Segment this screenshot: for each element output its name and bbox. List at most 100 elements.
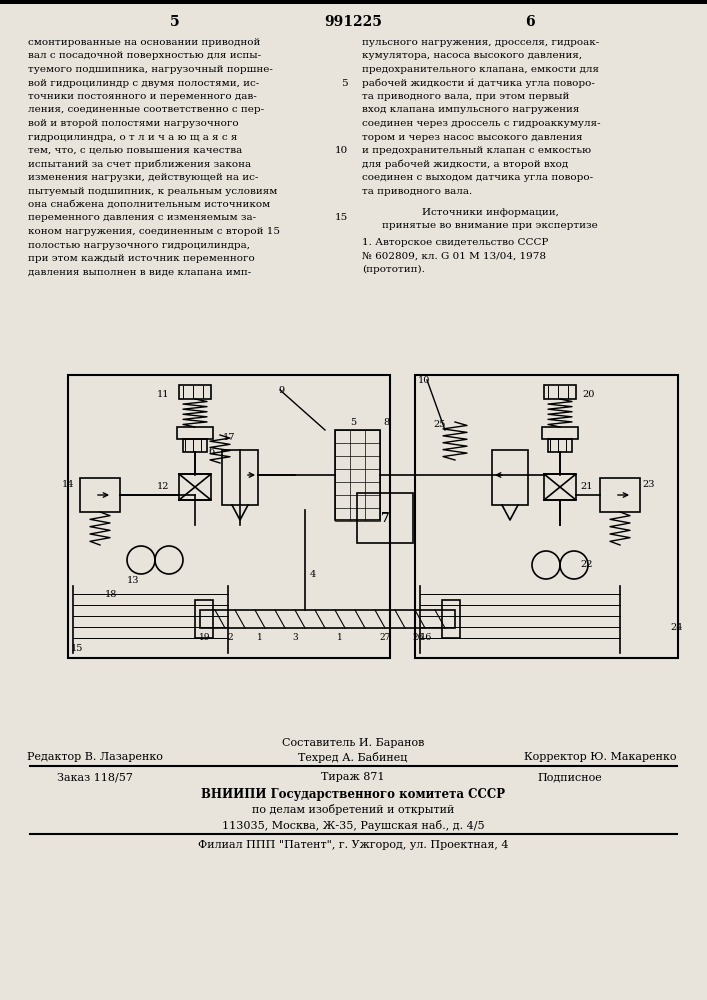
- Text: 18: 18: [105, 590, 117, 599]
- Bar: [544, 385, 576, 399]
- Bar: [600, 478, 640, 512]
- Text: ВНИИПИ Государственного комитета СССР: ВНИИПИ Государственного комитета СССР: [201, 788, 505, 801]
- Text: 3: 3: [292, 633, 298, 642]
- Text: 1: 1: [257, 633, 263, 642]
- Bar: [542, 427, 578, 439]
- Text: испытаний за счет приближения закона: испытаний за счет приближения закона: [28, 159, 251, 169]
- Text: 113035, Москва, Ж-35, Раушская наб., д. 4/5: 113035, Москва, Ж-35, Раушская наб., д. …: [222, 820, 484, 831]
- Text: туемого подшипника, нагрузочный поршне-: туемого подшипника, нагрузочный поршне-: [28, 65, 273, 74]
- Text: (прототип).: (прототип).: [362, 265, 425, 274]
- Text: 1: 1: [337, 633, 343, 642]
- Bar: [80, 478, 120, 512]
- Text: 7: 7: [380, 512, 390, 524]
- Text: 24: 24: [670, 623, 682, 632]
- Text: 26: 26: [412, 633, 423, 642]
- Bar: [544, 474, 576, 500]
- Text: переменного давления с изменяемым за-: переменного давления с изменяемым за-: [28, 214, 256, 223]
- Text: Подписное: Подписное: [537, 772, 602, 782]
- Text: та приводного вала.: та приводного вала.: [362, 186, 472, 196]
- Text: 4: 4: [310, 570, 316, 579]
- Text: Заказ 118/57: Заказ 118/57: [57, 772, 133, 782]
- Text: 11: 11: [157, 390, 170, 399]
- Text: 9: 9: [278, 386, 284, 395]
- Text: точники постоянного и переменного дав-: точники постоянного и переменного дав-: [28, 92, 257, 101]
- Text: № 602809, кл. G 01 M 13/04, 1978: № 602809, кл. G 01 M 13/04, 1978: [362, 251, 546, 260]
- Text: 2: 2: [227, 633, 233, 642]
- Bar: [68, 375, 390, 658]
- Bar: [442, 600, 460, 638]
- Text: 19: 19: [199, 633, 211, 642]
- Text: давления выполнен в виде клапана имп-: давления выполнен в виде клапана имп-: [28, 267, 251, 276]
- Bar: [415, 375, 678, 658]
- Text: для рабочей жидкости, а второй вход: для рабочей жидкости, а второй вход: [362, 159, 568, 169]
- Text: Редактор В. Лазаренко: Редактор В. Лазаренко: [27, 752, 163, 762]
- Text: Техред А. Бабинец: Техред А. Бабинец: [298, 752, 408, 763]
- Text: соединен через дроссель с гидроаккумуля-: соединен через дроссель с гидроаккумуля-: [362, 119, 601, 128]
- Text: 6: 6: [525, 15, 534, 29]
- Text: 6: 6: [208, 447, 214, 456]
- Text: смонтированные на основании приводной: смонтированные на основании приводной: [28, 38, 260, 47]
- Text: 20: 20: [582, 390, 595, 399]
- Text: кумулятора, насоса высокого давления,: кумулятора, насоса высокого давления,: [362, 51, 582, 60]
- Text: полостью нагрузочного гидроцилиндра,: полостью нагрузочного гидроцилиндра,: [28, 240, 250, 249]
- Text: по делам изобретений и открытий: по делам изобретений и открытий: [252, 804, 454, 815]
- Text: Источники информации,: Источники информации,: [421, 208, 559, 217]
- Bar: [222, 450, 258, 505]
- Text: Составитель И. Баранов: Составитель И. Баранов: [282, 738, 424, 748]
- Text: 12: 12: [157, 482, 170, 491]
- Text: изменения нагрузки, действующей на ис-: изменения нагрузки, действующей на ис-: [28, 173, 258, 182]
- Text: та приводного вала, при этом первый: та приводного вала, при этом первый: [362, 92, 569, 101]
- Text: и предохранительный клапан с емкостью: и предохранительный клапан с емкостью: [362, 146, 591, 155]
- Text: 1. Авторское свидетельство СССР: 1. Авторское свидетельство СССР: [362, 238, 549, 247]
- Text: пытуемый подшипник, к реальным условиям: пытуемый подшипник, к реальным условиям: [28, 186, 277, 196]
- Text: вой гидроцилиндр с двумя полостями, ис-: вой гидроцилиндр с двумя полостями, ис-: [28, 79, 259, 88]
- Text: рабочей жидкости и́ датчика угла поворо-: рабочей жидкости и́ датчика угла поворо-: [362, 79, 595, 88]
- Text: 22: 22: [580, 560, 592, 569]
- Text: 8: 8: [383, 418, 389, 427]
- Bar: [200, 610, 455, 628]
- Text: 14: 14: [62, 480, 74, 489]
- Text: вал с посадочной поверхностью для испы-: вал с посадочной поверхностью для испы-: [28, 51, 261, 60]
- Text: 25: 25: [433, 420, 445, 429]
- Text: Корректор Ю. Макаренко: Корректор Ю. Макаренко: [524, 752, 677, 762]
- Text: гидроцилиндра, о т л и ч а ю щ а я с я: гидроцилиндра, о т л и ч а ю щ а я с я: [28, 132, 238, 141]
- Text: пульсного нагружения, дросселя, гидроак-: пульсного нагружения, дросселя, гидроак-: [362, 38, 600, 47]
- Text: 21: 21: [580, 482, 592, 491]
- Text: 15: 15: [334, 214, 348, 223]
- Text: 10: 10: [334, 146, 348, 155]
- Text: тем, что, с целью повышения качества: тем, что, с целью повышения качества: [28, 146, 243, 155]
- Text: 13: 13: [127, 576, 139, 585]
- Bar: [177, 427, 213, 439]
- Text: Филиал ППП "Патент", г. Ужгород, ул. Проектная, 4: Филиал ППП "Патент", г. Ужгород, ул. Про…: [198, 840, 508, 850]
- Text: 5: 5: [341, 79, 348, 88]
- Text: она снабжена дополнительным источником: она снабжена дополнительным источником: [28, 200, 270, 209]
- Bar: [548, 439, 572, 452]
- Text: соединен с выходом датчика угла поворо-: соединен с выходом датчика угла поворо-: [362, 173, 593, 182]
- Bar: [0, 0, 707, 3]
- Text: 991225: 991225: [324, 15, 382, 29]
- Text: 15: 15: [71, 644, 83, 653]
- Text: 10: 10: [418, 376, 431, 385]
- Text: при этом каждый источник переменного: при этом каждый источник переменного: [28, 254, 255, 263]
- Text: коном нагружения, соединенным с второй 15: коном нагружения, соединенным с второй 1…: [28, 227, 280, 236]
- Text: 27: 27: [380, 633, 391, 642]
- Text: предохранительного клапана, емкости для: предохранительного клапана, емкости для: [362, 65, 599, 74]
- Text: 16: 16: [420, 633, 433, 642]
- Bar: [179, 385, 211, 399]
- Bar: [335, 430, 380, 520]
- Text: 5: 5: [170, 15, 180, 29]
- Text: тором и через насос высокого давления: тором и через насос высокого давления: [362, 132, 583, 141]
- Bar: [195, 600, 213, 638]
- Text: ления, соединенные соответственно с пер-: ления, соединенные соответственно с пер-: [28, 105, 264, 114]
- Text: принятые во внимание при экспертизе: принятые во внимание при экспертизе: [382, 222, 598, 231]
- Bar: [179, 474, 211, 500]
- Text: вход клапана импульсного нагружения: вход клапана импульсного нагружения: [362, 105, 579, 114]
- Text: 17: 17: [223, 433, 235, 442]
- Text: вой и второй полостями нагрузочного: вой и второй полостями нагрузочного: [28, 119, 239, 128]
- Bar: [183, 439, 207, 452]
- Text: 5: 5: [350, 418, 356, 427]
- Text: 23: 23: [642, 480, 655, 489]
- Bar: [357, 493, 413, 543]
- Bar: [492, 450, 528, 505]
- Text: Тираж 871: Тираж 871: [321, 772, 385, 782]
